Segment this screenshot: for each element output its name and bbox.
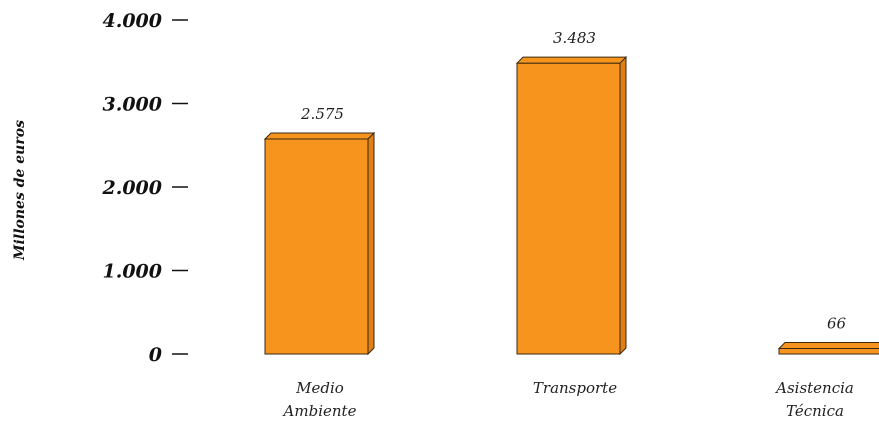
data-label: 2.575 bbox=[300, 105, 344, 123]
bar bbox=[778, 347, 879, 355]
bar-side-face bbox=[619, 55, 627, 356]
category-label: Transporte bbox=[533, 379, 617, 397]
y-tick-label: 1.000 bbox=[103, 261, 163, 283]
y-tick-label: 2.000 bbox=[102, 177, 163, 199]
bars bbox=[263, 55, 879, 356]
bar-top-face bbox=[777, 341, 879, 349]
data-label: 3.483 bbox=[553, 29, 596, 47]
bar-side-face bbox=[367, 131, 375, 356]
category-label: Ambiente bbox=[282, 402, 357, 420]
y-ticks: 0 1.000 2.000 3.000 4.000 bbox=[102, 10, 188, 366]
bar bbox=[516, 62, 621, 355]
category-label: Técnica bbox=[786, 402, 844, 420]
y-tick-label: 3.000 bbox=[103, 94, 163, 116]
bar-top-face bbox=[515, 56, 628, 64]
data-labels: 2.575 3.483 66 bbox=[300, 29, 846, 332]
bar-top-face bbox=[263, 132, 376, 140]
y-tick-label: 4.000 bbox=[103, 10, 163, 32]
y-axis-label: Millones de euros bbox=[12, 120, 28, 261]
bar bbox=[264, 138, 369, 355]
category-labels: Medio Ambiente Transporte Asistencia Técnica bbox=[282, 379, 854, 420]
data-label: 66 bbox=[827, 314, 847, 332]
y-tick-label: 0 bbox=[149, 344, 162, 366]
category-label: Medio bbox=[295, 379, 344, 397]
category-label: Asistencia bbox=[774, 379, 854, 397]
